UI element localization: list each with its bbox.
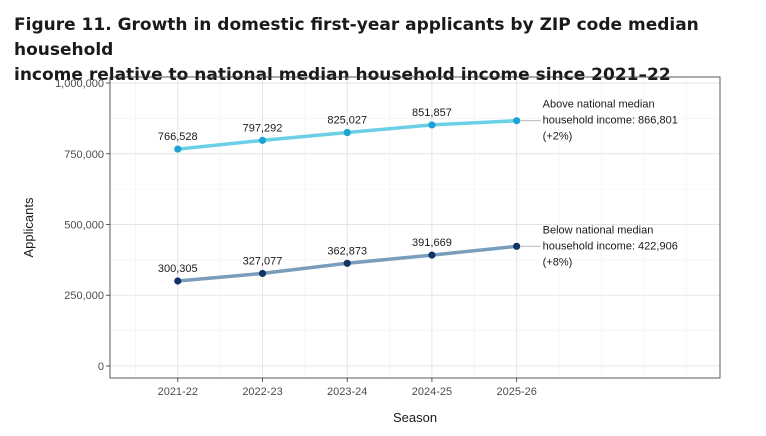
data-label: 391,669 (412, 237, 452, 249)
x-tick-label: 2023-24 (327, 386, 367, 398)
series-annotation-line: (+2%) (543, 131, 573, 143)
data-point (343, 259, 351, 267)
x-tick-label: 2021-22 (158, 386, 198, 398)
y-tick-label: 250,000 (64, 290, 104, 302)
series: 766,528 797,292 825,027 851,857 Above nation… (158, 99, 678, 285)
data-point (513, 242, 521, 250)
axes: 0 250,000 500,000 750,000 1,000,000 2021-22 20… (55, 78, 537, 398)
y-tick-label: 500,000 (64, 219, 104, 231)
y-axis-title: Applicants (21, 197, 36, 257)
data-label: 362,873 (327, 245, 367, 257)
series-annotation-line: Below national median (543, 224, 654, 236)
y-tick-label: 0 (98, 361, 104, 373)
gridlines (110, 77, 720, 378)
data-label: 825,027 (327, 115, 367, 127)
series-group: 300,305 327,077 362,873 391,669 Below nation… (158, 224, 678, 285)
series-group: 766,528 797,292 825,027 851,857 Above nation… (158, 99, 678, 153)
data-point (174, 145, 182, 153)
x-axis-title: Season (393, 410, 437, 425)
data-label: 797,292 (243, 122, 283, 134)
x-tick-label: 2025-26 (496, 386, 536, 398)
data-point (343, 128, 351, 137)
plot-panel (109, 76, 721, 379)
data-point (258, 269, 267, 278)
series-annotation-line: household income: 866,801 (543, 115, 678, 127)
data-point (258, 136, 267, 144)
data-label: 851,857 (412, 107, 452, 119)
series-annotation-line: Above national median (543, 99, 655, 111)
data-label: 327,077 (243, 255, 283, 267)
x-tick-label: 2022-23 (242, 386, 282, 398)
y-tick-label: 1,000,000 (55, 78, 104, 90)
y-tick-label: 750,000 (64, 149, 104, 161)
x-tick-label: 2024-25 (412, 386, 452, 398)
data-label: 766,528 (158, 131, 198, 143)
series-annotation-line: household income: 422,906 (543, 240, 678, 252)
data-point (428, 121, 436, 129)
data-point (428, 251, 436, 259)
data-point (513, 117, 521, 125)
chart-title-line-1: Figure 11. Growth in domestic first-year… (14, 15, 699, 60)
data-label: 300,305 (158, 263, 198, 275)
data-point (174, 277, 182, 285)
series-annotation-line: (+8%) (543, 256, 573, 268)
